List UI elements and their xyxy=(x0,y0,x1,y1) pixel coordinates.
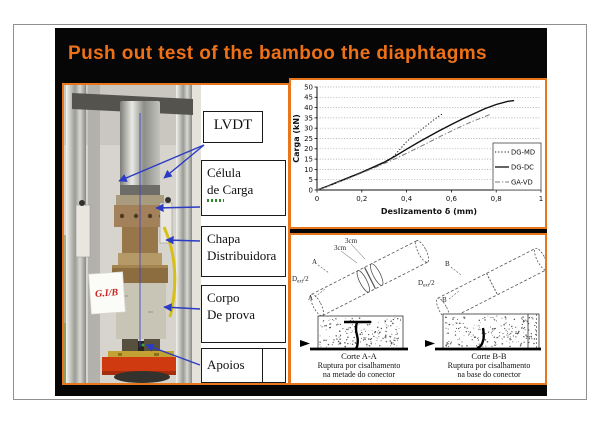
caption-b-line1: Ruptura por cisalhamento xyxy=(448,361,531,370)
section-b-bottom: B xyxy=(442,296,447,304)
right-column xyxy=(176,85,192,383)
svg-text:0: 0 xyxy=(309,186,313,194)
arrowhead-a xyxy=(300,340,310,347)
specimen-tag-paper xyxy=(88,271,126,315)
support-right xyxy=(144,339,160,353)
diagram-panel: 3cm 3cm A A Dext/2 B B Dext/2 xyxy=(289,233,548,385)
label-lvdt-text: LVDT xyxy=(213,117,253,133)
svg-text:25: 25 xyxy=(304,135,313,143)
dim-3cm-1: 3cm xyxy=(345,237,358,245)
label-empty-cell xyxy=(262,348,286,383)
caption-a-title: Corte A-A xyxy=(341,351,378,361)
failure-diagram: 3cm 3cm A A Dext/2 B B Dext/2 xyxy=(292,237,548,379)
lvdt-device-left xyxy=(75,204,91,258)
load-slip-chart: 0 5 10 15 20 25 30 35 40 45 50 0 0,2 0,4 0,6 0,8 1 Carga … xyxy=(292,83,543,216)
specimen-tag-text: G.I/B xyxy=(95,287,119,300)
bamboo-sketch-b xyxy=(436,247,548,321)
crack-b xyxy=(476,327,485,350)
caption-a-line1: Ruptura por cisalhamento xyxy=(318,361,401,370)
svg-text:Carga (kN): Carga (kN) xyxy=(292,114,301,162)
label-chapa-line2: Distribuidora xyxy=(207,248,277,263)
svg-text:30: 30 xyxy=(304,125,313,133)
support-left xyxy=(122,339,138,353)
caption-a-line2: na metade do conector xyxy=(323,370,396,379)
section-a-bottom: A xyxy=(308,294,313,302)
label-chapa-distribuidora: Chapa Distribuidora xyxy=(201,226,286,277)
label-apoios-text: Apoios xyxy=(207,357,245,372)
svg-text:DG-MD: DG-MD xyxy=(511,148,535,156)
label-apoios: Apoios xyxy=(201,348,263,383)
red-base-plate xyxy=(102,357,176,371)
svg-text:0,6: 0,6 xyxy=(446,195,458,203)
svg-text:35: 35 xyxy=(304,114,313,122)
label-celula-line2: de Carga xyxy=(207,182,254,197)
lvdt-device-right xyxy=(159,202,173,244)
radius-label-right: Dext/2 xyxy=(418,279,435,289)
slide: Push out test of the bamboo the diaphtag… xyxy=(55,28,548,396)
svg-text:0,2: 0,2 xyxy=(356,195,367,203)
svg-text:20: 20 xyxy=(304,145,313,153)
crack-a-vertical xyxy=(354,321,359,350)
section-a-top: A xyxy=(312,258,317,266)
label-corpo-line1: Corpo xyxy=(207,290,240,305)
svg-text:Deslizamento δ (mm): Deslizamento δ (mm) xyxy=(381,207,477,216)
svg-text:GA-VD: GA-VD xyxy=(511,178,533,186)
svg-text:0,8: 0,8 xyxy=(491,195,502,203)
svg-text:40: 40 xyxy=(304,104,313,112)
caption-b-title: Corte B-B xyxy=(471,351,507,361)
svg-text:15: 15 xyxy=(304,156,313,164)
radius-label-left: Dext/2 xyxy=(292,275,309,285)
svg-text:5: 5 xyxy=(309,176,313,184)
label-corpo-line2: De prova xyxy=(207,307,256,322)
arrowhead-b xyxy=(425,340,435,347)
label-chapa-line1: Chapa xyxy=(207,231,241,246)
dim-3cm-2: 3cm xyxy=(334,244,347,252)
svg-text:50: 50 xyxy=(304,83,313,91)
bamboo-sketch-a xyxy=(310,240,430,317)
chart-panel: 0 5 10 15 20 25 30 35 40 45 50 0 0,2 0,4 0,6 0,8 1 Carga … xyxy=(289,78,547,229)
photo-panel: G.I/B LVDT Célula de Carga xyxy=(62,83,290,385)
svg-text:DG-DC: DG-DC xyxy=(511,163,534,171)
section-b-top: B xyxy=(445,260,450,268)
page-border xyxy=(13,24,587,400)
svg-text:45: 45 xyxy=(304,94,313,102)
svg-text:10: 10 xyxy=(304,166,313,174)
svg-text:1: 1 xyxy=(539,195,543,203)
base-cylinder xyxy=(114,371,170,383)
label-celula-line1: Célula xyxy=(207,165,241,180)
caption-b-line2: na base do conector xyxy=(457,370,521,379)
concrete-stipple-b xyxy=(444,315,538,348)
label-corpo-de-prova: Corpo De prova xyxy=(201,285,286,343)
svg-text:0,4: 0,4 xyxy=(401,195,413,203)
svg-text:0: 0 xyxy=(315,195,319,203)
label-celula-de-carga: Célula de Carga xyxy=(201,160,286,216)
spellcheck-squiggle xyxy=(207,199,224,202)
label-lvdt: LVDT xyxy=(203,111,263,143)
slide-title: Push out test of the bamboo the diaphtag… xyxy=(68,43,487,64)
